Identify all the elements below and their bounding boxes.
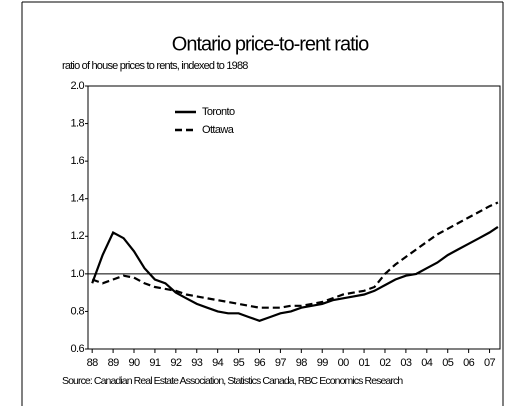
x-tick-label: 93 (191, 357, 203, 369)
legend-label: Ottawa (202, 124, 235, 136)
x-tick-label: 00 (338, 357, 350, 369)
x-tick-label: 04 (421, 357, 433, 369)
series-line (91, 225, 499, 322)
y-tick-label: 1.8 (71, 117, 85, 129)
y-tick-label: 1.0 (71, 268, 85, 280)
y-tick-label: 1.6 (71, 155, 85, 167)
x-tick-label: 94 (212, 357, 224, 369)
x-tick-label: 99 (317, 357, 329, 369)
y-tick-label: 1.4 (71, 193, 85, 205)
x-tick-label: 89 (108, 357, 120, 369)
x-tick-label: 96 (254, 357, 266, 369)
legend-label: Toronto (202, 106, 235, 118)
y-tick-label: 0.8 (71, 305, 85, 317)
x-tick-label: 05 (442, 357, 454, 369)
series-line (91, 201, 499, 309)
x-tick-label: 90 (128, 357, 140, 369)
y-tick-label: 0.6 (71, 343, 85, 355)
x-tick-label: 03 (400, 357, 412, 369)
x-tick-label: 01 (359, 357, 371, 369)
x-tick-label: 07 (484, 357, 496, 369)
y-tick-label: 1.2 (71, 230, 85, 242)
x-tick-label: 02 (379, 357, 391, 369)
chart-subtitle: ratio of house prices to rents, indexed … (62, 60, 248, 72)
x-tick-label: 06 (463, 357, 475, 369)
x-tick-label: 92 (170, 357, 182, 369)
x-tick-label: 98 (296, 357, 308, 369)
x-tick-label: 88 (87, 357, 99, 369)
x-tick-label: 97 (275, 357, 287, 369)
chart-title: Ontario price-to-rent ratio (172, 33, 369, 55)
y-tick-label: 2.0 (71, 80, 85, 92)
x-tick-label: 95 (233, 357, 245, 369)
x-tick-label: 91 (149, 357, 161, 369)
plot-area (87, 85, 501, 350)
source-note: Source: Canadian Real Estate Association… (62, 375, 403, 387)
